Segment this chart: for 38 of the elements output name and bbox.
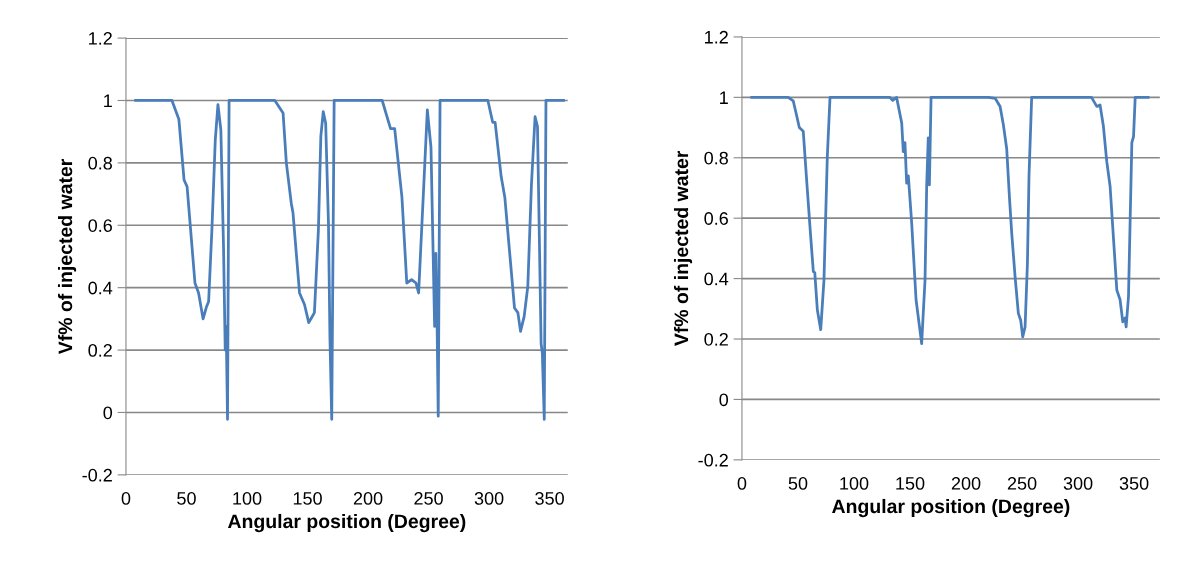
y-tick-label: -0.2 bbox=[82, 468, 112, 482]
x-tick-label: 100 bbox=[840, 477, 869, 490]
x-tick-label: 50 bbox=[177, 492, 196, 505]
x-tick-label: 150 bbox=[293, 492, 322, 505]
x-tick-label: 0 bbox=[121, 492, 131, 505]
y-axis-title: Vf% of injected water bbox=[57, 158, 77, 355]
y-tick-label: 0.6 bbox=[88, 219, 112, 232]
y-tick-label: 1 bbox=[104, 94, 112, 108]
line-series bbox=[750, 95, 1150, 345]
x-tick-label: 300 bbox=[474, 492, 504, 505]
x-tick-label: 200 bbox=[951, 477, 981, 490]
x-tick-label: 300 bbox=[1063, 477, 1093, 490]
y-tick-label: 0.6 bbox=[704, 212, 728, 225]
y-tick-label: 0.8 bbox=[88, 156, 112, 170]
y-tick-label: 0 bbox=[103, 406, 113, 420]
y-tick-label: 0.4 bbox=[88, 281, 113, 295]
x-tick-label: 200 bbox=[353, 492, 383, 505]
x-tick-label: 50 bbox=[788, 477, 808, 490]
x-tick-label: 0 bbox=[737, 477, 747, 490]
x-tick-label: 100 bbox=[233, 492, 262, 505]
y-tick-label: 0.4 bbox=[704, 272, 729, 286]
x-tick-label: 250 bbox=[414, 492, 443, 505]
y-tick-label: 0.2 bbox=[704, 332, 728, 346]
x-axis-title: Angular position (Degree) bbox=[227, 513, 466, 533]
y-tick-label: 0.2 bbox=[88, 344, 112, 357]
y-tick-label: 0.8 bbox=[704, 151, 728, 165]
x-tick-label: 150 bbox=[896, 477, 925, 490]
line-series bbox=[134, 99, 565, 421]
x-axis-title: Angular position (Degree) bbox=[832, 498, 1070, 518]
y-tick-label: 1 bbox=[720, 91, 728, 104]
y-tick-label: 1.2 bbox=[705, 30, 728, 44]
y-tick-label: 1.2 bbox=[89, 32, 112, 45]
x-tick-label: 350 bbox=[535, 492, 564, 505]
y-tick-label: 0 bbox=[719, 393, 729, 407]
x-tick-label: 350 bbox=[1119, 477, 1149, 490]
x-tick-label: 250 bbox=[1007, 477, 1037, 490]
y-axis-title: Vf% of injected water bbox=[673, 150, 693, 347]
y-tick-label: -0.2 bbox=[698, 453, 728, 467]
